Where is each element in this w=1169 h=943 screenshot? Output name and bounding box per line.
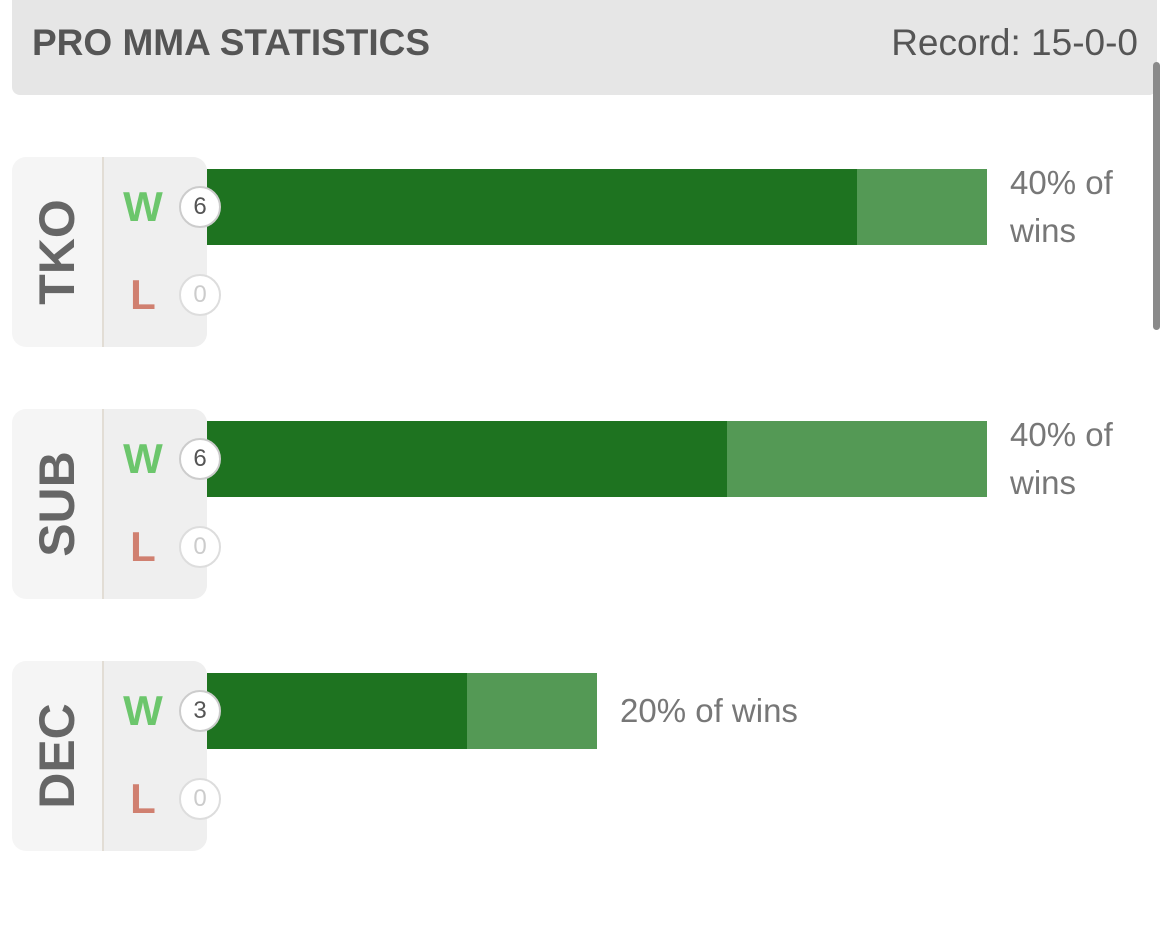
row-panel: SUB: [12, 409, 207, 599]
bar-segment: [857, 169, 987, 245]
bar-segment: [207, 169, 857, 245]
percent-wrap: 40% of wins: [1010, 164, 1160, 249]
method-label: DEC: [29, 703, 85, 809]
scrollbar[interactable]: [1153, 62, 1160, 330]
row-panel: TKO: [12, 157, 207, 347]
percent-wrap: 20% of wins: [620, 673, 1160, 749]
bar-segment: [207, 421, 727, 497]
bar-segment: [727, 421, 987, 497]
bar-segment: [467, 673, 597, 749]
percent-wrap: 40% of wins: [1010, 416, 1160, 501]
loss-count: 0: [179, 526, 221, 568]
win-count: 6: [179, 186, 221, 228]
loss-count: 0: [179, 274, 221, 316]
percent-label: 20% of wins: [620, 692, 798, 729]
loss-letter: L: [130, 523, 156, 570]
win-letter: W: [123, 687, 163, 734]
method-label: TKO: [29, 199, 85, 305]
win-count: 6: [179, 438, 221, 480]
percent-label: 40% of wins: [1010, 164, 1113, 249]
win-count: 3: [179, 690, 221, 732]
loss-letter: L: [130, 271, 156, 318]
win-letter: W: [123, 435, 163, 482]
title: PRO MMA STATISTICS: [32, 22, 431, 63]
win-letter: W: [123, 183, 163, 230]
loss-count: 0: [179, 778, 221, 820]
percent-label: 40% of wins: [1010, 416, 1113, 501]
header: PRO MMA STATISTICS Record: 15-0-0: [12, 0, 1157, 95]
row-panel: DEC: [12, 661, 207, 851]
loss-letter: L: [130, 775, 156, 822]
bar-segment: [207, 673, 467, 749]
record: Record: 15-0-0: [891, 22, 1138, 63]
method-label: SUB: [29, 451, 85, 557]
